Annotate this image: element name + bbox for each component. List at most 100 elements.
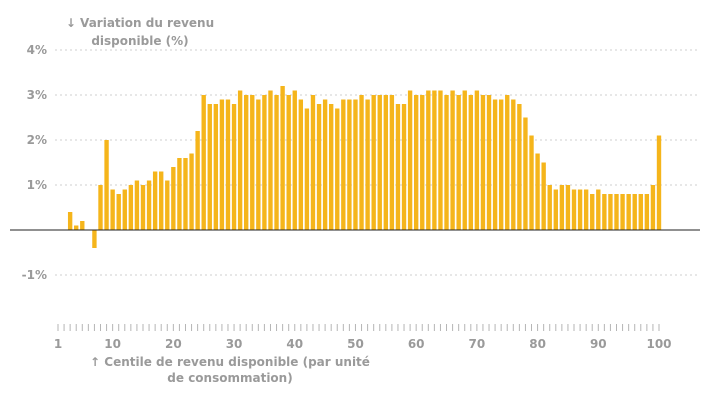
- bar: [274, 95, 279, 230]
- bar: [177, 158, 182, 230]
- bar: [492, 99, 498, 230]
- bar: [183, 158, 188, 230]
- x-tick-label: 10: [104, 337, 121, 351]
- bar: [571, 189, 577, 230]
- bar: [602, 194, 607, 230]
- bar: [104, 140, 109, 230]
- bar: [152, 171, 158, 230]
- bar: [371, 95, 376, 230]
- bar: [341, 99, 346, 230]
- bar: [505, 95, 510, 230]
- bar: [438, 90, 443, 230]
- bar: [638, 194, 643, 230]
- bar: [413, 95, 419, 230]
- x-tick-label: 80: [529, 337, 546, 351]
- bar: [462, 90, 467, 230]
- bar: [644, 194, 650, 230]
- bar: [207, 104, 212, 230]
- bar: [98, 185, 103, 230]
- bar: [213, 104, 219, 230]
- bar: [632, 194, 637, 230]
- y-tick-label: 2%: [27, 133, 47, 147]
- x-tick-label: 30: [226, 337, 243, 351]
- y-tick-label: 1%: [27, 178, 47, 192]
- bar: [122, 189, 127, 230]
- x-tick-label: 70: [469, 337, 486, 351]
- y-tick-label: 4%: [27, 43, 47, 57]
- bar: [559, 185, 565, 230]
- bar: [304, 108, 310, 230]
- x-axis-title: ↑ Centile de revenu disponible (par unit…: [90, 355, 370, 385]
- bar: [389, 95, 395, 230]
- x-tick-label: 60: [408, 337, 425, 351]
- bar: [565, 185, 571, 230]
- bar: [298, 99, 304, 230]
- bar: [292, 90, 297, 230]
- bar: [517, 104, 522, 230]
- y-tick-labels: 4% 3% 2% 1% -1%: [22, 43, 47, 282]
- bar: [262, 95, 267, 230]
- bar: [468, 95, 473, 230]
- bar: [116, 194, 121, 230]
- bar: [583, 189, 589, 230]
- bar: [480, 95, 486, 230]
- bar: [608, 194, 613, 230]
- bar: [426, 90, 431, 230]
- bar: [322, 99, 328, 230]
- bar: [328, 104, 334, 230]
- bar: [171, 167, 176, 230]
- bar: [590, 194, 595, 230]
- x-tick-label: 40: [286, 337, 303, 351]
- bar: [165, 180, 170, 230]
- x-tick-label: 100: [646, 337, 671, 351]
- bar: [159, 171, 164, 230]
- bar: [614, 194, 619, 230]
- bar: [286, 95, 291, 230]
- bar: [401, 104, 407, 230]
- x-tick-label: 1: [54, 337, 62, 351]
- bar: [195, 131, 200, 230]
- bar: [110, 189, 115, 230]
- bar: [67, 212, 73, 230]
- bar: [335, 108, 340, 230]
- bar: [365, 99, 370, 230]
- bar: [256, 99, 261, 230]
- bar: [577, 189, 583, 230]
- bar: [146, 180, 152, 230]
- bar: [553, 189, 558, 230]
- bar: [377, 95, 382, 230]
- bar: [523, 117, 528, 230]
- bar: [474, 90, 480, 230]
- bar: [231, 104, 237, 230]
- bar: [219, 99, 225, 230]
- bar: [656, 135, 662, 230]
- bar: [237, 90, 243, 230]
- bar: [310, 95, 316, 230]
- bar: [432, 90, 437, 230]
- bar: [134, 180, 140, 230]
- bar: [128, 185, 134, 230]
- bar: [353, 99, 358, 230]
- bar: [407, 90, 413, 230]
- bar: [456, 95, 461, 230]
- grid-lines: [55, 49, 700, 276]
- bar: [189, 153, 194, 230]
- bar: [444, 95, 449, 230]
- bar: [620, 194, 625, 230]
- x-axis: 1 10 20 30 40 50 60 70 80 90 100: [54, 324, 672, 351]
- bar: [268, 90, 273, 230]
- x-tick-label: 50: [347, 337, 364, 351]
- bar: [201, 95, 206, 230]
- bar: [92, 230, 97, 248]
- bar: [80, 221, 85, 230]
- bar: [74, 225, 79, 230]
- bar: [225, 99, 231, 230]
- y-axis-title: ↓ Variation du revenu disponible (%): [65, 16, 215, 48]
- bar: [596, 189, 601, 230]
- bar: [541, 162, 546, 230]
- y-tick-label: -1%: [22, 268, 47, 282]
- bar: [244, 95, 249, 230]
- bar: [529, 135, 534, 230]
